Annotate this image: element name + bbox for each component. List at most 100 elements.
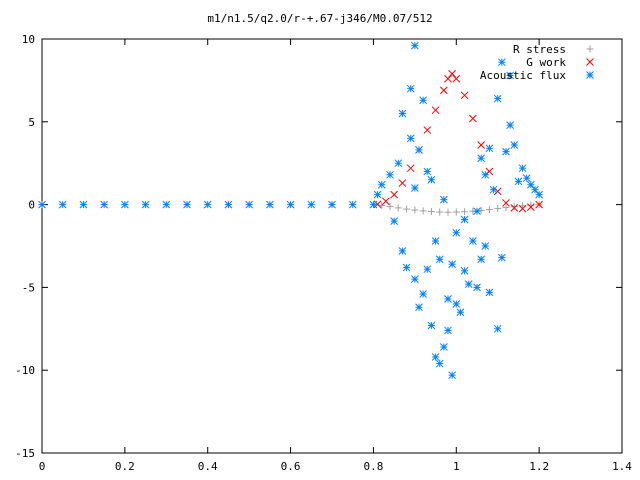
data-point [266,200,274,209]
data-point [427,208,435,216]
data-point [510,203,518,211]
data-point [464,280,473,288]
series-r-stress [378,201,543,216]
data-point [502,147,510,156]
data-point [427,175,436,184]
data-point [436,208,444,216]
data-point [493,94,502,103]
data-point [419,207,427,215]
data-point [419,96,427,105]
data-point [382,197,390,206]
series-g-work [373,69,543,213]
data-point [398,247,407,255]
data-point [444,326,452,335]
data-point [307,200,316,209]
data-point [423,265,432,274]
data-point [394,159,403,168]
data-point [448,260,456,269]
data-point [431,237,440,245]
data-point [415,303,423,312]
data-point [527,203,535,211]
data-point [423,167,432,176]
data-point [510,204,519,212]
data-point [469,114,477,123]
data-point [461,208,469,216]
y-tick-label: 0 [28,199,35,212]
x-tick-label: 1.2 [529,460,549,473]
data-point [448,69,456,78]
data-point [440,343,448,351]
data-point [485,288,494,297]
data-point [431,106,440,115]
series-layer [38,41,543,380]
data-point [183,200,191,209]
data-point [390,217,398,226]
data-point [440,86,448,95]
data-point [452,300,461,308]
data-point [444,74,452,83]
data-point [58,200,67,209]
x-tick-label: 0.2 [115,460,135,473]
data-point [456,308,465,317]
data-point [369,200,378,209]
series-acoustic-flux [38,41,543,380]
x-tick-label: 1.4 [612,460,632,473]
data-point [531,185,539,194]
data-point [506,71,514,80]
y-tick-label: -15 [15,447,35,460]
data-point [522,174,531,182]
data-point [386,170,394,179]
data-point [440,195,448,204]
y-tick-label: 5 [28,116,35,129]
data-point [460,266,469,275]
data-point [535,190,543,199]
data-point [411,41,419,50]
data-point [79,200,88,209]
data-point [485,206,493,214]
x-tick-label: 0 [39,460,46,473]
data-point [481,170,490,179]
data-point [481,242,490,250]
data-point [477,206,485,214]
data-point [402,263,411,272]
data-point [38,200,46,209]
data-point [494,205,502,213]
data-point [431,353,440,361]
data-point [460,91,469,100]
x-tick-label: 0.8 [363,460,383,473]
x-tick-label: 0.4 [198,460,218,473]
data-point [444,208,452,216]
data-point [406,164,415,173]
data-point [245,200,253,209]
data-point [100,200,108,209]
data-point [390,190,398,199]
data-point [506,121,514,129]
data-point [460,215,469,224]
data-point [498,58,506,67]
data-point [224,200,233,209]
data-point [203,200,212,209]
data-point [489,185,498,194]
data-point [377,180,386,189]
y-tick-label: 10 [22,33,35,46]
chart-title: m1/n1.5/q2.0/r-+.67-j346/M0.07/512 [207,12,432,25]
data-point [162,200,171,209]
data-point [477,255,485,264]
x-axis: 0 0.2 0.4 0.6 0.8 1 1.2 1.4 [39,39,632,473]
data-point [435,359,444,368]
data-point [493,324,502,333]
plot-area-frame [41,38,623,454]
legend-marker [586,58,594,66]
data-point [394,204,402,212]
data-point [514,177,523,186]
data-point [485,167,494,176]
data-point [452,74,461,83]
data-point [411,184,419,192]
data-point [452,208,460,216]
legend-marker [586,71,594,79]
data-point [518,164,527,173]
data-point [502,199,510,207]
data-point [121,200,129,209]
data-point [286,200,295,209]
data-point [493,187,502,196]
